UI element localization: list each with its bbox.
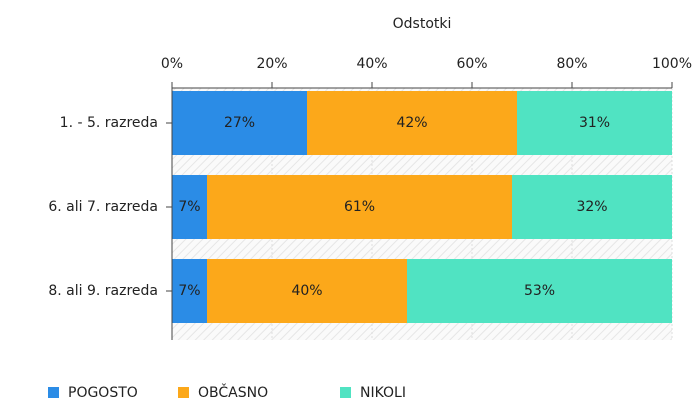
x-tick-label: 0% bbox=[161, 56, 183, 72]
x-tick-label: 20% bbox=[256, 56, 287, 72]
y-tick-label: 6. ali 7. razreda bbox=[48, 199, 158, 215]
data-label: 42% bbox=[396, 115, 427, 131]
data-label: 61% bbox=[344, 199, 375, 215]
bar-segment bbox=[207, 259, 407, 323]
y-tick-label: 8. ali 9. razreda bbox=[48, 283, 158, 299]
chart-title: Odstotki bbox=[393, 16, 452, 32]
bar-segment bbox=[407, 259, 672, 323]
data-label: 32% bbox=[576, 199, 607, 215]
data-label: 7% bbox=[178, 283, 200, 299]
x-tick-label: 100% bbox=[652, 56, 692, 72]
bar-segment bbox=[512, 175, 672, 239]
data-label: 53% bbox=[524, 283, 555, 299]
legend-label: NIKOLI bbox=[360, 385, 406, 401]
x-tick-label: 60% bbox=[456, 56, 487, 72]
data-label: 27% bbox=[224, 115, 255, 131]
bar-segment bbox=[307, 91, 517, 155]
x-tick-label: 80% bbox=[556, 56, 587, 72]
legend-label: POGOSTO bbox=[68, 385, 138, 401]
bar-segment bbox=[517, 91, 672, 155]
bar-segment bbox=[172, 91, 307, 155]
legend-swatch bbox=[48, 387, 59, 398]
bar-segment bbox=[172, 175, 207, 239]
legend-swatch bbox=[340, 387, 351, 398]
bar-segment bbox=[207, 175, 512, 239]
legend-label: OBČASNO bbox=[198, 383, 268, 401]
legend-swatch bbox=[178, 387, 189, 398]
data-label: 40% bbox=[291, 283, 322, 299]
x-tick-label: 40% bbox=[356, 56, 387, 72]
data-label: 31% bbox=[579, 115, 610, 131]
bar-segment bbox=[172, 259, 207, 323]
y-tick-label: 1. - 5. razreda bbox=[60, 115, 158, 131]
data-label: 7% bbox=[178, 199, 200, 215]
